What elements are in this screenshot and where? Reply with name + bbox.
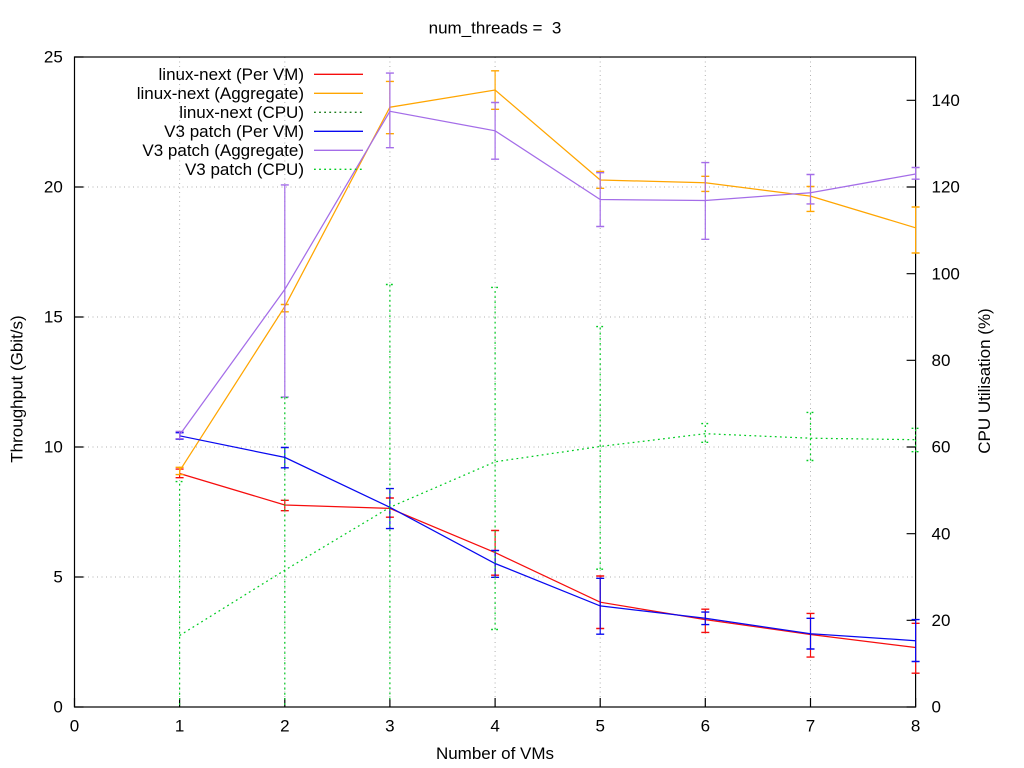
svg-text:6: 6 xyxy=(701,717,710,736)
svg-text:3: 3 xyxy=(385,717,394,736)
svg-text:V3 patch (CPU): V3 patch (CPU) xyxy=(185,160,304,179)
svg-text:7: 7 xyxy=(806,717,815,736)
svg-text:Throughput (Gbit/s): Throughput (Gbit/s) xyxy=(8,315,27,462)
svg-text:5: 5 xyxy=(595,717,604,736)
svg-text:60: 60 xyxy=(932,438,951,457)
svg-text:linux-next (Per VM): linux-next (Per VM) xyxy=(159,65,304,84)
svg-text:1: 1 xyxy=(175,717,184,736)
svg-text:linux-next (Aggregate): linux-next (Aggregate) xyxy=(137,84,304,103)
svg-text:20: 20 xyxy=(932,611,951,630)
svg-text:0: 0 xyxy=(53,698,62,717)
svg-text:25: 25 xyxy=(44,48,63,67)
svg-text:8: 8 xyxy=(911,717,920,736)
svg-text:5: 5 xyxy=(53,568,62,587)
svg-text:140: 140 xyxy=(932,91,960,110)
svg-text:0: 0 xyxy=(70,717,79,736)
svg-text:40: 40 xyxy=(932,524,951,543)
svg-text:20: 20 xyxy=(44,178,63,197)
svg-text:4: 4 xyxy=(490,717,499,736)
svg-text:CPU Utilisation (%): CPU Utilisation (%) xyxy=(975,308,994,453)
svg-text:V3 patch (Per VM): V3 patch (Per VM) xyxy=(164,122,304,141)
svg-text:V3 patch (Aggregate): V3 patch (Aggregate) xyxy=(142,141,304,160)
svg-text:120: 120 xyxy=(932,178,960,197)
svg-text:linux-next (CPU): linux-next (CPU) xyxy=(179,103,304,122)
svg-text:0: 0 xyxy=(932,698,941,717)
svg-text:80: 80 xyxy=(932,351,951,370)
svg-text:15: 15 xyxy=(44,308,63,327)
svg-text:100: 100 xyxy=(932,264,960,283)
svg-text:Number of VMs: Number of VMs xyxy=(436,744,554,763)
svg-text:num_threads = 3: num_threads = 3 xyxy=(429,19,562,38)
svg-text:2: 2 xyxy=(280,717,289,736)
svg-text:10: 10 xyxy=(44,438,63,457)
